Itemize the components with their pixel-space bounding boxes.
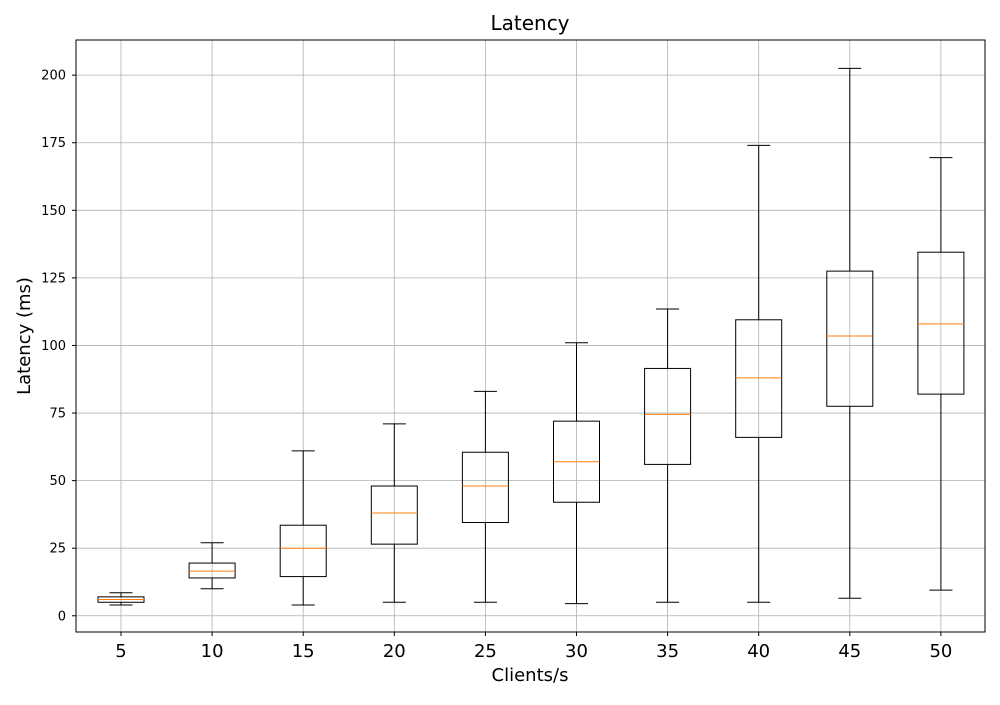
y-tick-label: 50	[49, 474, 66, 489]
x-axis-label: Clients/s	[492, 665, 569, 686]
iqr-box	[461, 451, 509, 524]
box-group	[188, 542, 236, 590]
y-tick-label: 75	[49, 407, 66, 422]
y-axis-ticks: 0 25 50 75 100 125 150 175 200	[41, 69, 76, 624]
box-series	[97, 67, 965, 606]
box-group	[461, 390, 509, 603]
box-group	[917, 157, 965, 591]
x-axis-ticks: 5 10 15 20 25 30 35 40 45 50	[115, 632, 952, 662]
iqr-box	[917, 251, 965, 395]
x-tick-label: 25	[474, 641, 497, 662]
x-tick-label: 5	[115, 641, 126, 662]
box-group	[279, 450, 327, 606]
iqr-box	[188, 562, 236, 579]
box-group	[370, 423, 418, 603]
iqr-box	[370, 485, 418, 545]
y-tick-label: 100	[41, 339, 66, 354]
x-tick-label: 40	[747, 641, 770, 662]
plot-frame	[75, 39, 986, 633]
iqr-box	[826, 270, 874, 407]
box-group	[644, 308, 692, 603]
box-group	[553, 342, 600, 605]
chart-title: Latency	[490, 11, 569, 35]
y-tick-label: 150	[41, 204, 66, 219]
iqr-box	[735, 319, 783, 438]
x-tick-label: 50	[929, 641, 952, 662]
iqr-box	[279, 524, 327, 578]
y-axis-label: Latency (ms)	[14, 277, 35, 395]
x-tick-label: 10	[201, 641, 224, 662]
box-group	[826, 67, 874, 599]
y-tick-label: 0	[58, 609, 66, 624]
x-tick-label: 15	[292, 641, 315, 662]
x-tick-label: 45	[838, 641, 861, 662]
y-tick-label: 125	[41, 271, 66, 286]
box-group	[735, 144, 783, 603]
x-tick-label: 20	[383, 641, 406, 662]
box-group	[97, 592, 145, 606]
x-tick-label: 35	[656, 641, 679, 662]
iqr-box	[644, 367, 692, 465]
y-tick-label: 25	[49, 542, 66, 557]
x-tick-label: 30	[565, 641, 588, 662]
y-tick-label: 175	[41, 136, 66, 151]
y-tick-label: 200	[41, 69, 66, 84]
